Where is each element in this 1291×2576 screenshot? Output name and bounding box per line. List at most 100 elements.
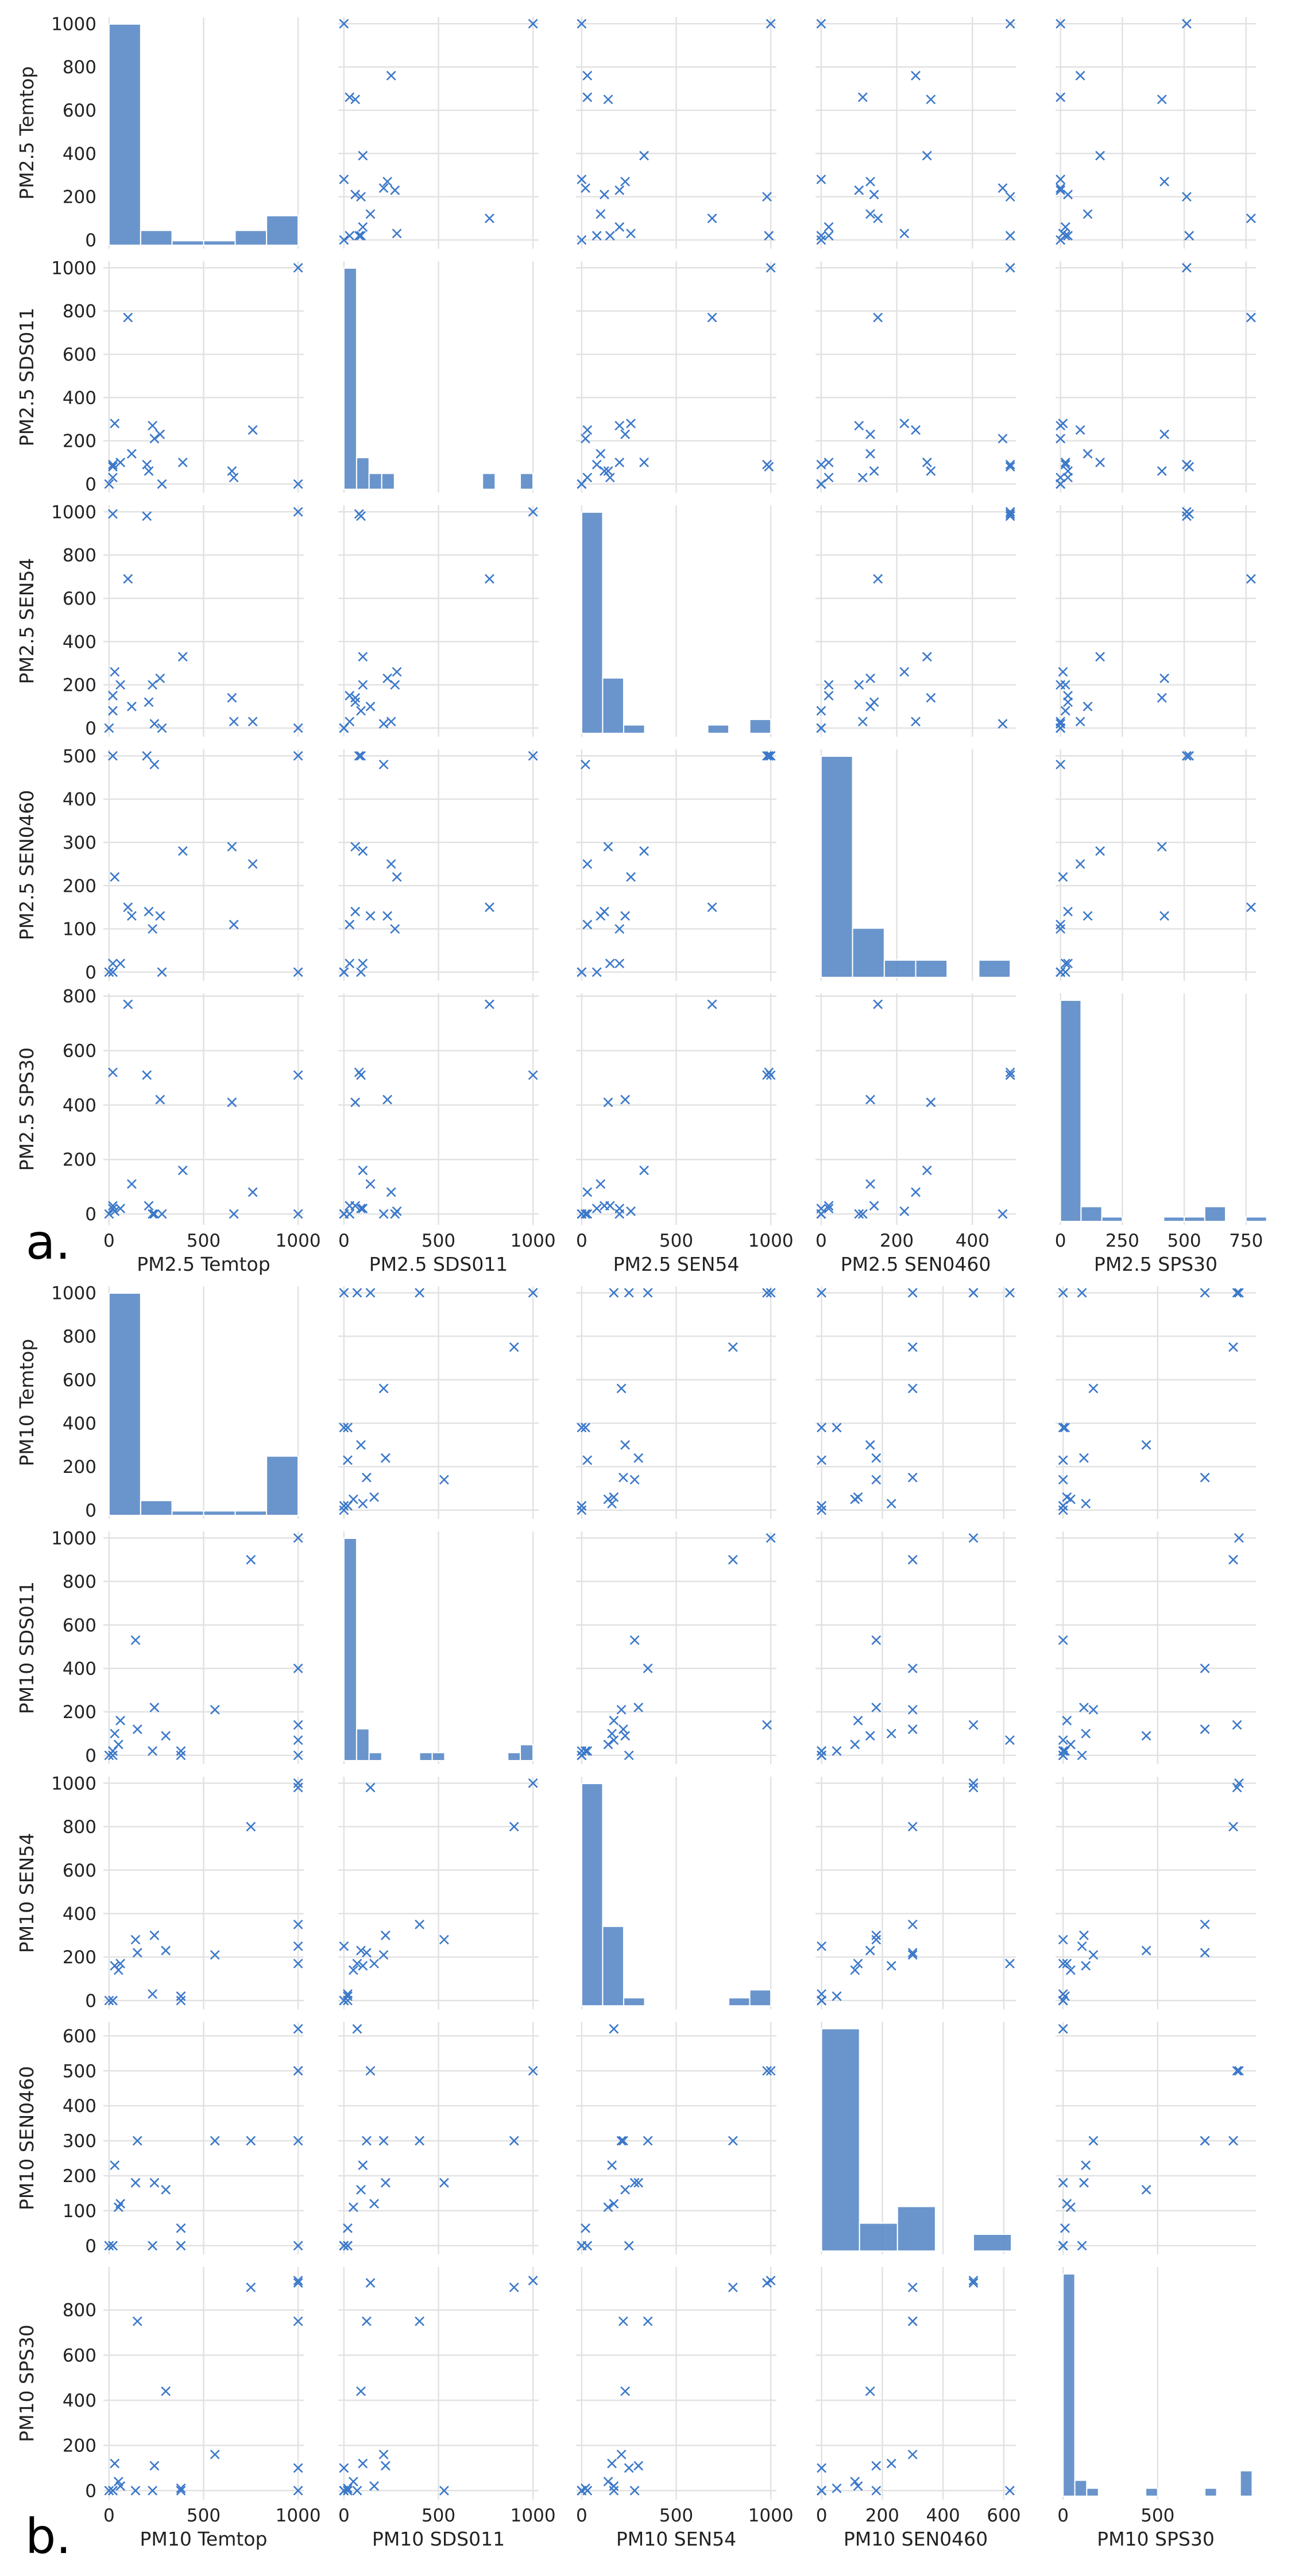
scatter-point (356, 751, 366, 761)
x-tick-label: 500 (659, 1231, 693, 1251)
y-tick-label: 1000 (51, 502, 96, 523)
cell-pm10-sps30-vs-pm10-sen0460 (815, 2267, 1016, 2500)
scatter-point (176, 2483, 186, 2493)
scatter-point (108, 459, 118, 470)
scatter-point (577, 1500, 587, 1511)
scatter-point (148, 924, 158, 934)
scatter-point (1058, 1500, 1068, 1511)
scatter-point (832, 2483, 842, 2493)
axes-background (1056, 1531, 1256, 1764)
scatter-point (293, 1941, 303, 1951)
scatter-point (358, 2160, 368, 2171)
scatter-point (1088, 1704, 1099, 1715)
scatter-point (1141, 1945, 1151, 1956)
hist-bar (108, 1293, 141, 1516)
scatter-point (832, 1746, 842, 1756)
scatter-point (1141, 2184, 1151, 2195)
scatter-point (132, 1948, 142, 1958)
x-tick-label: 1000 (276, 1231, 321, 1251)
scatter-point (339, 235, 349, 245)
scatter-point (968, 2276, 979, 2286)
scatter-point (339, 1941, 349, 1951)
scatter-point (609, 1715, 619, 1726)
scatter-point (865, 673, 875, 683)
scatter-point (614, 185, 625, 195)
scatter-point (350, 842, 361, 852)
scatter-point (227, 842, 237, 852)
scatter-point (343, 2241, 353, 2251)
hist-bar (171, 240, 204, 246)
scatter-point (1058, 1505, 1068, 1515)
scatter-point (108, 1067, 118, 1077)
y-tick-label: 800 (63, 2300, 96, 2321)
scatter-point (361, 2136, 372, 2146)
scatter-point (293, 1720, 303, 1730)
scatter-point (352, 2485, 362, 2496)
scatter-point (354, 751, 364, 761)
scatter-point (356, 967, 366, 977)
scatter-point (115, 1204, 126, 1213)
scatter-point (817, 1995, 826, 2006)
scatter-point (1234, 1533, 1244, 1543)
scatter-point (356, 1070, 366, 1080)
y-tick-label: 400 (63, 2096, 96, 2117)
scatter-point (352, 1959, 362, 1968)
scatter-point (293, 506, 303, 517)
scatter-point (620, 2386, 631, 2396)
scatter-point (380, 1930, 391, 1940)
y-axis-label: PM2.5 Temtop (16, 66, 38, 199)
y-tick-label: 800 (63, 1572, 96, 1592)
axes-background (815, 17, 1016, 249)
hist-bar (896, 2206, 936, 2252)
scatter-point (293, 723, 303, 733)
scatter-point (762, 1070, 772, 1080)
scatter-point (1056, 92, 1066, 102)
scatter-point (1058, 1455, 1068, 1465)
axes-background (815, 1777, 1016, 2009)
scatter-point (176, 1746, 186, 1756)
scatter-point (624, 2463, 634, 2473)
scatter-point (345, 958, 355, 969)
scatter-point (922, 150, 932, 161)
scatter-point (603, 1739, 613, 1750)
scatter-point (1005, 1959, 1015, 1968)
cell-pm10-sen0460-vs-pm10-temtop (103, 2022, 304, 2254)
scatter-point (369, 1959, 379, 1968)
scatter-point (369, 1492, 379, 1502)
scatter-point (1058, 872, 1068, 882)
scatter-point (104, 1995, 114, 2006)
cell-pm2-5-sen54-vs-pm2-5-sps30 (1056, 505, 1256, 737)
x-axis-label: PM2.5 SEN54 (613, 1253, 740, 1275)
scatter-point (968, 1782, 979, 1793)
scatter-point (110, 667, 120, 677)
scatter-point (816, 18, 826, 29)
axes-background (1056, 2022, 1256, 2254)
scatter-point (1088, 1950, 1099, 1960)
scatter-point (582, 919, 593, 930)
scatter-point (293, 2316, 303, 2326)
cell-pm10-temtop-vs-pm10-sps30 (1056, 1286, 1256, 1519)
hist-bar (1080, 1206, 1103, 1222)
scatter-point (998, 434, 1008, 444)
scatter-point (620, 429, 631, 439)
scatter-point (155, 673, 165, 683)
scatter-point (626, 1206, 636, 1216)
scatter-point (1228, 1342, 1238, 1352)
y-tick-label: 200 (63, 431, 96, 452)
cell-pm10-temtop-vs-pm10-sen0460 (815, 1286, 1016, 1519)
scatter-point (764, 230, 774, 241)
y-tick-label: 200 (63, 1457, 96, 1477)
scatter-point (592, 459, 602, 470)
scatter-point (816, 706, 826, 716)
scatter-point (148, 2241, 158, 2251)
y-tick-label: 600 (63, 2345, 96, 2366)
scatter-point (607, 2160, 617, 2171)
scatter-point (616, 2136, 627, 2146)
scatter-point (577, 18, 587, 29)
y-tick-label: 800 (63, 987, 96, 1007)
scatter-point (596, 1179, 606, 1189)
scatter-point (345, 92, 355, 102)
cell-pm2-5-sps30-vs-pm2-5-sds011 (338, 993, 539, 1225)
y-tick-label: 600 (63, 345, 96, 365)
scatter-point (865, 1945, 875, 1956)
